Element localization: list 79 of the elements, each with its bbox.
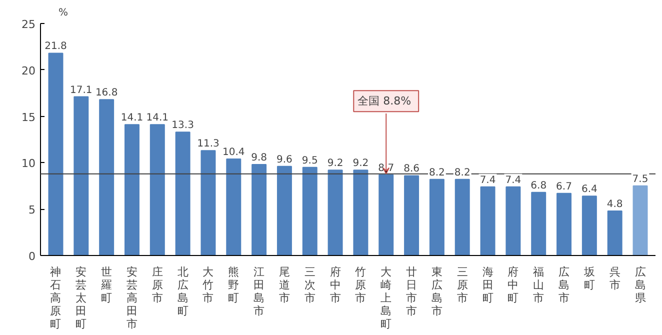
x-tick-label: 安芸太田町 <box>76 266 87 330</box>
bar <box>252 164 267 256</box>
y-tick-label: 0 <box>28 250 36 263</box>
x-tick-label: 尾道市 <box>278 266 290 304</box>
y-tick-label: 25 <box>22 18 36 31</box>
bar <box>74 96 89 256</box>
x-tick-label: 大竹市 <box>202 266 214 304</box>
y-tick-label: 10 <box>22 157 36 170</box>
bar <box>124 124 140 256</box>
data-label: 9.6 <box>276 154 292 166</box>
y-axis-title: % <box>58 8 68 18</box>
bar <box>480 186 496 256</box>
x-tick-label: 東広島市 <box>431 266 442 318</box>
data-label: 6.8 <box>530 180 547 192</box>
data-label: 7.4 <box>480 174 496 186</box>
data-label: 8.6 <box>404 164 420 175</box>
bar <box>429 178 444 256</box>
x-tick-label: 坂町 <box>582 266 595 292</box>
bar <box>404 175 420 256</box>
data-label: 9.2 <box>327 158 344 170</box>
bar <box>99 99 114 256</box>
bar <box>200 150 216 256</box>
bar <box>353 170 368 256</box>
x-tick-label: 庄原市 <box>152 266 163 304</box>
data-label: 11.3 <box>197 138 220 150</box>
x-tick-label: 広島県 <box>634 266 646 304</box>
data-label: 9.2 <box>352 158 369 170</box>
data-label: 10.4 <box>222 146 245 158</box>
data-label: 13.3 <box>172 120 194 132</box>
bar <box>454 178 470 256</box>
y-tick-label: 5 <box>28 204 36 217</box>
y-tick-label: 15 <box>22 110 36 124</box>
x-tick-label: 竹原市 <box>355 266 366 304</box>
bar <box>48 52 64 256</box>
data-label: 7.5 <box>632 174 648 185</box>
x-tick-label: 江田島市 <box>254 266 265 318</box>
bar <box>582 196 597 256</box>
y-tick-label: 20 <box>22 64 36 78</box>
bar <box>276 166 292 256</box>
data-label: 21.8 <box>44 41 67 52</box>
data-label: 6.4 <box>581 184 598 196</box>
bar <box>302 166 318 256</box>
data-label: 16.8 <box>95 88 118 99</box>
data-label: 14.1 <box>146 112 169 124</box>
x-tick-label: 世羅町 <box>101 266 112 304</box>
x-tick-label: 大崎上島町 <box>380 266 392 330</box>
x-tick-label: 広島市 <box>558 266 570 304</box>
x-tick-label: 熊野町 <box>228 266 240 304</box>
x-tick-label: 府中市 <box>330 266 341 304</box>
x-tick-label: 神石高原町 <box>50 266 62 330</box>
bar <box>506 186 521 256</box>
data-label: 14.1 <box>120 112 144 124</box>
data-label: 7.4 <box>505 174 522 186</box>
data-label: 9.8 <box>251 152 268 164</box>
data-label: 8.2 <box>454 167 470 178</box>
data-label: 17.1 <box>70 84 92 96</box>
x-tick-label: 安芸高田市 <box>126 266 138 330</box>
x-tick-label: 廿日市市 <box>406 266 418 318</box>
x-tick-label: 北広島町 <box>177 266 188 318</box>
bar <box>556 192 572 256</box>
x-tick-label: 呉市 <box>609 266 620 292</box>
bar <box>150 124 165 256</box>
bar <box>175 132 190 256</box>
bar <box>226 158 242 256</box>
x-tick-label: 福山市 <box>533 266 544 304</box>
data-label: 6.7 <box>556 181 572 192</box>
bar <box>607 210 622 256</box>
x-tick-label: 府中町 <box>508 266 519 304</box>
bar <box>378 174 394 256</box>
data-label: 9.5 <box>302 155 318 166</box>
x-tick-label: 海田町 <box>482 266 494 304</box>
data-label: 8.2 <box>428 167 445 178</box>
bar <box>632 185 648 256</box>
bar <box>328 170 343 256</box>
x-tick-label: 三次市 <box>304 266 316 304</box>
bar <box>531 192 546 256</box>
x-tick-label: 三原市 <box>456 266 468 304</box>
ref-line-label: 全国 8.8% <box>358 94 412 108</box>
data-label: 4.8 <box>606 198 623 210</box>
